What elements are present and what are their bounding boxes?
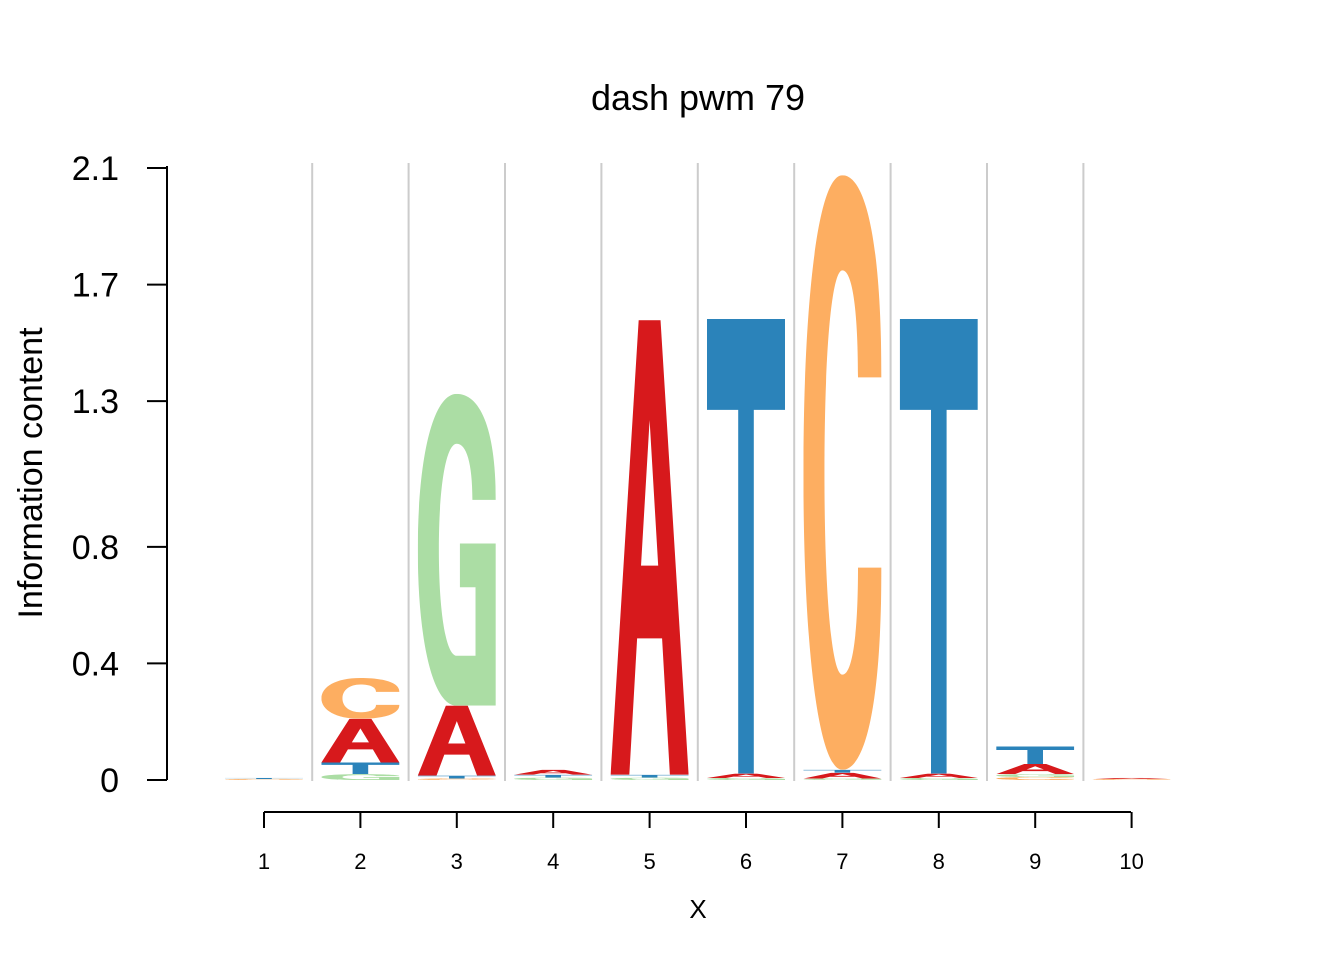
x-tick-label: 6	[740, 849, 752, 874]
letter-T-pos8	[899, 318, 978, 774]
letter-A-pos7	[803, 772, 882, 779]
y-ticks: 0 0.4 0.8 1.3 1.7 2.1	[72, 150, 167, 800]
letter-T-pos9	[996, 746, 1075, 764]
y-tick-label: 0.4	[72, 645, 119, 683]
y-tick-label: 0	[100, 762, 119, 800]
y-tick-label: 1.3	[72, 383, 119, 421]
letter-G-pos9	[996, 774, 1075, 778]
letter-T-pos4	[514, 774, 593, 778]
y-axis-label: Information content	[12, 327, 50, 619]
letter-G-pos7	[803, 778, 882, 780]
letter-C-pos7	[803, 175, 882, 770]
x-tick-label: 5	[643, 849, 655, 874]
y-tick-label: 0.8	[72, 529, 119, 567]
chart-title: dash pwm 79	[591, 77, 805, 118]
letter-A-pos5	[610, 320, 689, 775]
x-tick-label: 9	[1029, 849, 1041, 874]
x-tick-label: 10	[1119, 849, 1143, 874]
letter-G-pos2	[321, 774, 400, 780]
letter-A-pos8	[899, 773, 978, 778]
letter-A-pos4	[514, 769, 593, 775]
x-tick-label: 1	[258, 849, 270, 874]
x-ticks: 1 2 3 4 5 6 7 8 9 10	[258, 812, 1144, 874]
letter-G-pos4	[514, 777, 593, 780]
letter-T-pos3	[417, 775, 496, 779]
y-tick-label: 2.1	[72, 150, 119, 188]
letter-A-pos3	[417, 705, 496, 776]
letter-G-pos3	[417, 393, 496, 706]
letter-G-pos6	[707, 777, 785, 780]
x-tick-label: 8	[933, 849, 945, 874]
letter-T-pos2	[321, 762, 400, 775]
letter-G-pos5	[610, 777, 689, 780]
letter-T-pos7	[803, 769, 882, 773]
x-tick-label: 4	[547, 849, 559, 874]
letter-A-pos2	[321, 718, 400, 763]
x-tick-label: 2	[354, 849, 366, 874]
letter-T-pos5	[610, 774, 689, 778]
grid-lines	[311, 163, 1085, 781]
letter-C-pos9	[996, 777, 1075, 780]
letter-C-pos3	[417, 778, 496, 780]
x-tick-label: 3	[451, 849, 463, 874]
letter-G-pos8	[899, 777, 978, 780]
letter-A-pos6	[707, 773, 785, 778]
y-tick-label: 1.7	[72, 267, 119, 305]
x-axis-label: X	[689, 894, 706, 924]
letter-C-pos2	[321, 678, 400, 719]
letter-A-pos9	[996, 763, 1075, 775]
x-tick-label: 7	[836, 849, 848, 874]
letter-T-pos6	[707, 318, 785, 774]
